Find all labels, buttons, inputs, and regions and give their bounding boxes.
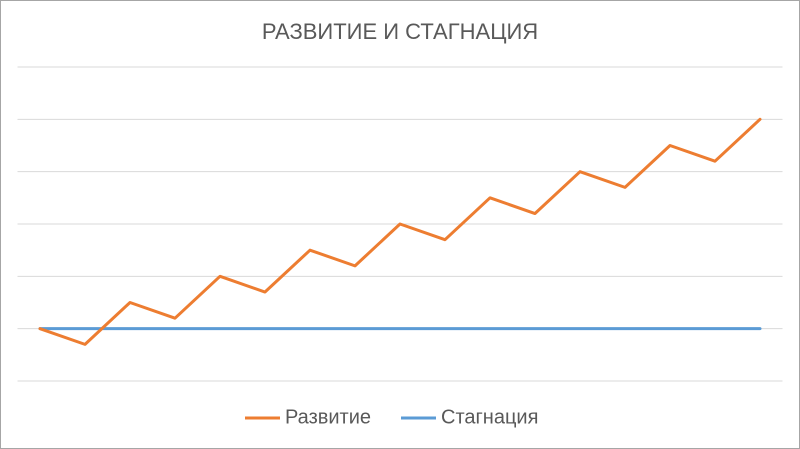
chart-title: РАЗВИТИЕ И СТАГНАЦИЯ bbox=[262, 19, 538, 44]
legend-label: Развитие bbox=[285, 406, 371, 428]
legend-label: Стагнация bbox=[441, 406, 538, 428]
series-line bbox=[38, 117, 762, 346]
